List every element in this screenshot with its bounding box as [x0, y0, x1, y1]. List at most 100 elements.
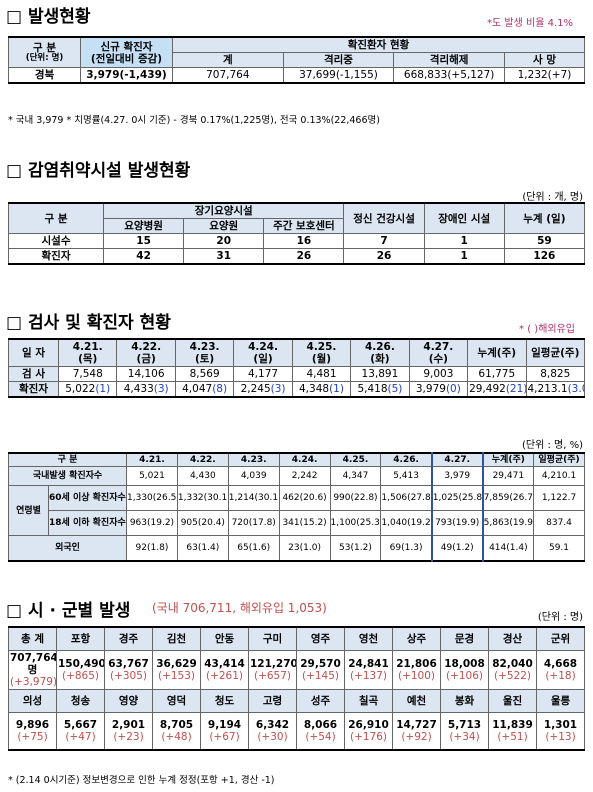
overseas: (3.0): [567, 383, 584, 396]
header-cell: 4.25. (월): [291, 338, 352, 368]
total: 36,629: [156, 658, 197, 671]
region-value: 2,901 (+23): [104, 712, 153, 751]
element: 구 분 (단위: 명) 신규 확진자 (전일대비 증감) 확진환자 현황 계 격리중 격…: [8, 36, 585, 85]
element: (단위 : 명): [537, 612, 583, 623]
change: (+51): [497, 731, 528, 744]
total: 21,806: [396, 658, 437, 671]
header-cell: 4.26. (화): [350, 338, 410, 368]
total: 14,727: [396, 719, 437, 732]
table-row: 일 자 4.21. (목) 4.22. (금) 4.23. (토) 4.24. (일) 4.25.…: [8, 338, 585, 368]
change: (+30): [257, 731, 288, 744]
header-cell: 구 분: [7, 452, 128, 468]
total: 707,764명: [10, 652, 57, 677]
element: □ 검사 및 확진자 현황: [6, 313, 171, 333]
table-cell: 장기요양시설: [102, 202, 345, 220]
region-value: 8,705 (+48): [152, 712, 201, 751]
overseas: (8): [212, 383, 228, 396]
data-cell: 990(22.8): [329, 485, 382, 512]
overseas: (3): [270, 383, 286, 396]
element: 신규 확진자: [100, 40, 153, 53]
data-cell: 5,418(5): [350, 381, 410, 398]
count: 29,492: [469, 383, 506, 396]
element: (전일대비 증감): [90, 52, 163, 65]
data-cell: 9,003: [408, 366, 469, 383]
total: 82,040: [492, 658, 533, 671]
group-label: 연령별: [8, 485, 49, 537]
data-cell: 7: [343, 233, 425, 250]
data-cell: 31: [183, 248, 265, 265]
region-name: 영천: [344, 626, 393, 651]
table-row: 총 계 포항 경주 김천 안동 구미 영주 영천 상주 문경 경산 군위: [8, 626, 585, 651]
data-cell: 462(20.6): [278, 485, 331, 512]
data-cell: 4,210.1: [533, 466, 585, 487]
data-cell: 5,413: [380, 466, 433, 487]
data-cell: 668,833(+5,127): [393, 67, 505, 84]
data-cell: 확진자: [8, 248, 104, 265]
region-name: 울진: [488, 689, 537, 714]
region-name: 상주: [392, 626, 441, 651]
region-name: 포항: [56, 626, 105, 651]
table-row: 의성 청송 영양 영덕 청도 고령 성주 칠곡 예천 봉화 울진 울릉: [8, 689, 585, 714]
weekday: (화): [370, 353, 390, 366]
header-cell: 사 망: [504, 52, 585, 69]
data-cell: 4,433(3): [116, 381, 176, 398]
date: 4.25.: [306, 341, 337, 353]
header-cell: 4.27.: [430, 452, 484, 468]
element: (단위: 명): [25, 52, 64, 63]
header-cell: 누계(주): [482, 452, 535, 468]
data-cell: 4,348(1): [291, 381, 352, 398]
count: 4,047: [182, 383, 213, 396]
table-cell: 정신 건강시설: [343, 202, 425, 235]
change: (+13): [545, 731, 576, 744]
data-cell: 5,863(19.9): [482, 510, 535, 537]
data-cell: 29,492(21): [467, 381, 527, 398]
header-cell: 4.21. (목): [57, 338, 118, 368]
data-cell: 53(1.2): [329, 535, 382, 562]
weekday: (일): [253, 353, 273, 366]
table-row: 707,764명 (+3,979) 150,490 (+865) 63,767 (+305…: [8, 649, 585, 691]
change: (+100): [397, 670, 436, 683]
data-cell: 1,025(25.8): [430, 485, 484, 512]
region-name: 경주: [104, 626, 153, 651]
data-cell: 720(17.8): [227, 510, 280, 537]
element: 구 분: [33, 41, 56, 54]
change: (+3,979): [10, 676, 57, 689]
header-cell: 4.26.: [380, 452, 433, 468]
change: (+865): [61, 670, 100, 683]
data-cell: 37,699(-1,155): [282, 67, 395, 84]
data-cell: 1,332(30.1): [176, 485, 229, 512]
count: 2,245: [240, 383, 271, 396]
element: 구 분 (단위: 명) 신규 확진자 (전일대비 증감) 확진환자 현황: [8, 36, 585, 69]
region-name: 경산: [488, 626, 537, 651]
date: 4.27.: [423, 341, 454, 353]
data-cell: 7,859(26.7): [482, 485, 535, 512]
header-cell: 격리해제: [393, 52, 505, 69]
change: (+18): [545, 670, 576, 683]
header-cell: 일평균(주): [525, 338, 585, 368]
data-cell: 42: [102, 248, 185, 265]
data-cell: 4,177: [233, 366, 293, 383]
element: 구 분 장기요양시설 정신 건강시설 장애인 시설 누계 (일) 요양병원 요양원 주간 …: [8, 202, 586, 266]
change: (+92): [401, 731, 432, 744]
region-value: 36,629 (+153): [152, 649, 201, 691]
region-value: 9,896 (+75): [8, 712, 57, 751]
data-cell: 16: [263, 233, 345, 250]
change: (+305): [109, 670, 148, 683]
data-cell: 69(1.3): [380, 535, 433, 562]
data-cell: 4,347: [329, 466, 382, 487]
change: (+75): [17, 731, 48, 744]
data-cell: 2,245(3): [233, 381, 293, 398]
change: (+67): [209, 731, 240, 744]
data-cell: 1,214(30.1): [227, 485, 280, 512]
region-value: 29,570 (+145): [296, 649, 345, 691]
element: 구 분 (단위: 명) 신규 확진자 (전일대비 증감) 확진환자 현황 계 격리중 격…: [8, 36, 585, 84]
region-value: 150,490 (+865): [56, 649, 105, 691]
region-name: 예천: [392, 689, 441, 714]
total: 150,490: [58, 658, 105, 671]
change: (+137): [349, 670, 388, 683]
count: 5,022: [65, 383, 96, 396]
total: 5,713: [447, 719, 482, 732]
element: 경북 3,979(-1,439) 707,764 37,699(-1,155) 668,…: [8, 67, 585, 84]
overseas: (21): [505, 383, 526, 396]
data-cell: 414(1.4): [482, 535, 535, 562]
